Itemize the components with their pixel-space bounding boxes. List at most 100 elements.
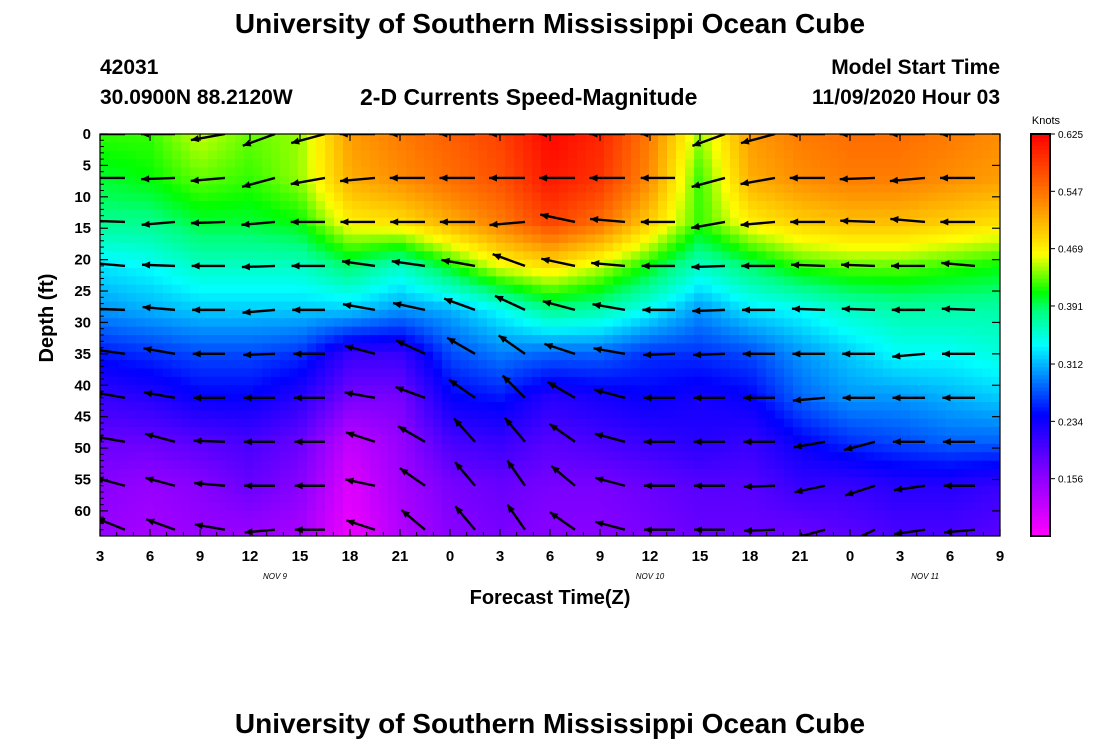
heatmap-cell (514, 452, 524, 462)
heatmap-cell (325, 485, 335, 495)
heatmap-cell (406, 368, 416, 378)
heatmap-cell (262, 443, 272, 453)
heatmap-cell (757, 192, 767, 202)
heatmap-cell (919, 502, 929, 512)
heatmap-cell (118, 301, 128, 311)
heatmap-cell (874, 259, 884, 269)
heatmap-cell (982, 293, 992, 303)
heatmap-cell (190, 519, 200, 529)
heatmap-cell (100, 360, 110, 370)
heatmap-cell (685, 410, 695, 420)
heatmap-cell (253, 284, 263, 294)
heatmap-cell (136, 477, 146, 487)
heatmap-cell (199, 502, 209, 512)
heatmap-cell (217, 167, 227, 177)
heatmap-cell (136, 242, 146, 252)
heatmap-cell (748, 142, 758, 152)
heatmap-cell (469, 268, 479, 277)
heatmap-cell (433, 410, 443, 420)
heatmap-cell (892, 510, 902, 520)
heatmap-cell (631, 519, 641, 529)
heatmap-cell (946, 251, 956, 261)
heatmap-cell (721, 201, 731, 210)
heatmap-cell (451, 142, 461, 152)
heatmap-cell (955, 351, 965, 361)
heatmap-cell (622, 134, 632, 143)
heatmap-cell (505, 368, 515, 378)
heatmap-cell (523, 293, 533, 303)
heatmap-cell (235, 201, 245, 210)
heatmap-cell (568, 276, 578, 286)
heatmap-cell (559, 385, 569, 395)
heatmap-cell (586, 251, 596, 261)
heatmap-cell (271, 477, 281, 487)
heatmap-cell (514, 226, 524, 236)
heatmap-cell (514, 159, 524, 169)
heatmap-cell (703, 376, 713, 386)
heatmap-cell (640, 376, 650, 386)
heatmap-cell (172, 192, 182, 202)
heatmap-cell (262, 167, 272, 177)
heatmap-cell (577, 335, 587, 344)
heatmap-cell (226, 368, 236, 378)
heatmap-cell (649, 175, 659, 185)
heatmap-cell (235, 259, 245, 269)
heatmap-cell (829, 385, 839, 395)
heatmap-cell (235, 469, 245, 478)
heatmap-cell (604, 217, 614, 227)
heatmap-cell (766, 385, 776, 395)
heatmap-cell (118, 276, 128, 286)
heatmap-cell (370, 427, 380, 437)
heatmap-cell (676, 167, 686, 177)
heatmap-cell (811, 251, 821, 261)
heatmap-cell (685, 201, 695, 210)
heatmap-cell (523, 209, 533, 219)
heatmap-cell (559, 209, 569, 219)
heatmap-cell (910, 268, 920, 277)
heatmap-cell (685, 234, 695, 244)
heatmap-cell (379, 251, 389, 261)
heatmap-cell (586, 360, 596, 370)
heatmap-cell (586, 259, 596, 269)
heatmap-cell (838, 376, 848, 386)
heatmap-cell (361, 226, 371, 236)
heatmap-cell (352, 276, 362, 286)
heatmap-cell (235, 527, 245, 536)
heatmap-cell (622, 201, 632, 210)
heatmap-cell (190, 343, 200, 353)
heatmap-cell (334, 418, 344, 428)
heatmap-cell (289, 301, 299, 311)
heatmap-cell (622, 318, 632, 328)
heatmap-cell (451, 393, 461, 403)
heatmap-cell (226, 309, 236, 319)
heatmap-cell (550, 368, 560, 378)
heatmap-cell (352, 284, 362, 294)
heatmap-cell (118, 410, 128, 420)
heatmap-cell (505, 335, 515, 344)
heatmap-cell (928, 293, 938, 303)
heatmap-cell (235, 502, 245, 512)
heatmap-cell (361, 393, 371, 403)
heatmap-cell (532, 150, 542, 160)
heatmap-cell (802, 510, 812, 520)
heatmap-cell (514, 134, 524, 143)
heatmap-cell (235, 477, 245, 487)
heatmap-cell (568, 184, 578, 194)
heatmap-cell (586, 142, 596, 152)
heatmap-cell (721, 351, 731, 361)
heatmap-cell (766, 510, 776, 520)
heatmap-cell (838, 167, 848, 177)
heatmap-cell (937, 159, 947, 169)
heatmap-cell (568, 318, 578, 328)
heatmap-cell (703, 234, 713, 244)
heatmap-cell (397, 452, 407, 462)
heatmap-cell (766, 368, 776, 378)
heatmap-cell (919, 460, 929, 470)
heatmap-cell (847, 309, 857, 319)
heatmap-cell (892, 477, 902, 487)
heatmap-cell (793, 418, 803, 428)
heatmap-cell (982, 385, 992, 395)
heatmap-cell (334, 234, 344, 244)
heatmap-cell (856, 435, 866, 445)
heatmap-cell (154, 184, 164, 194)
